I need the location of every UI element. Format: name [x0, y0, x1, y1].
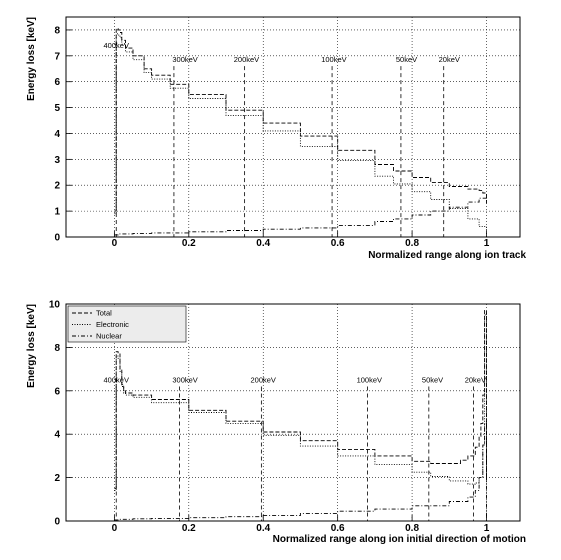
x-tick-label: 1	[484, 523, 490, 534]
y-tick-label: 10	[49, 300, 61, 311]
y-tick-label: 0	[54, 517, 60, 528]
energy-marker-label: 100keV	[357, 375, 382, 384]
x-axis-label: Normalized range along ion initial direc…	[273, 534, 526, 545]
legend-entry: Total	[96, 309, 112, 318]
x-tick-label: 0.2	[182, 523, 196, 534]
x-tick-label: 0.6	[331, 523, 345, 534]
series-line-dashdot	[114, 195, 487, 236]
y-tick-label: 1	[54, 207, 60, 218]
chart-energy-loss-track: 0 0.2 0.4 0.6 0.8 1 0 1 2 3 4 5 6 7 8 Normalized range …	[26, 16, 526, 261]
y-tick-label: 4	[54, 430, 60, 441]
y-tick-label: 2	[54, 473, 60, 484]
x-tick-label: 0	[112, 523, 118, 534]
y-tick-label: 7	[54, 51, 60, 62]
legend: Total Electronic Nuclear	[67, 305, 187, 343]
energy-marker-label: 20keV	[465, 375, 486, 384]
x-tick-label: 0.4	[256, 238, 270, 249]
y-tick-label: 3	[54, 155, 60, 166]
energy-marker-label: 200keV	[251, 375, 276, 384]
energy-marker-label: 200keV	[234, 55, 259, 64]
x-axis-label: Normalized range along ion track	[368, 250, 526, 261]
x-tick-label: 0.8	[405, 523, 419, 534]
legend-entry: Electronic	[96, 320, 129, 329]
series-line-dashed	[114, 28, 487, 212]
y-tick-label: 8	[54, 25, 60, 36]
energy-marker-label: 300keV	[172, 55, 197, 64]
y-tick-label: 0	[54, 233, 60, 244]
legend-entry: Nuclear	[96, 332, 122, 341]
series-line-dashdot	[114, 422, 487, 521]
y-tick-label: 4	[54, 129, 60, 140]
y-tick-label: 2	[54, 181, 60, 192]
y-axis-label: Energy loss [keV]	[26, 17, 37, 101]
x-tick-label: 0.2	[182, 238, 196, 249]
plot-frame	[65, 16, 521, 238]
energy-marker-label: 100keV	[321, 55, 346, 64]
energy-marker-label: 300keV	[172, 375, 197, 384]
series-line-dotted	[114, 33, 487, 232]
y-tick-label: 5	[54, 103, 60, 114]
y-tick-label: 6	[54, 77, 60, 88]
x-tick-label: 0.8	[405, 238, 419, 249]
grid	[66, 17, 520, 238]
energy-marker-label: 50keV	[422, 375, 443, 384]
x-tick-label: 0	[112, 238, 118, 249]
energy-marker-label: 50keV	[396, 55, 417, 64]
x-tick-label: 1	[484, 238, 490, 249]
plot-frame	[65, 303, 521, 522]
y-axis-label: Energy loss [keV]	[26, 304, 37, 388]
y-tick-label: 6	[54, 386, 60, 397]
y-tick-label: 8	[54, 343, 60, 354]
x-tick-label: 0.6	[331, 238, 345, 249]
x-tick-label: 0.4	[256, 523, 270, 534]
series-line-dotted	[114, 314, 487, 492]
energy-marker-label: 20keV	[439, 55, 460, 64]
